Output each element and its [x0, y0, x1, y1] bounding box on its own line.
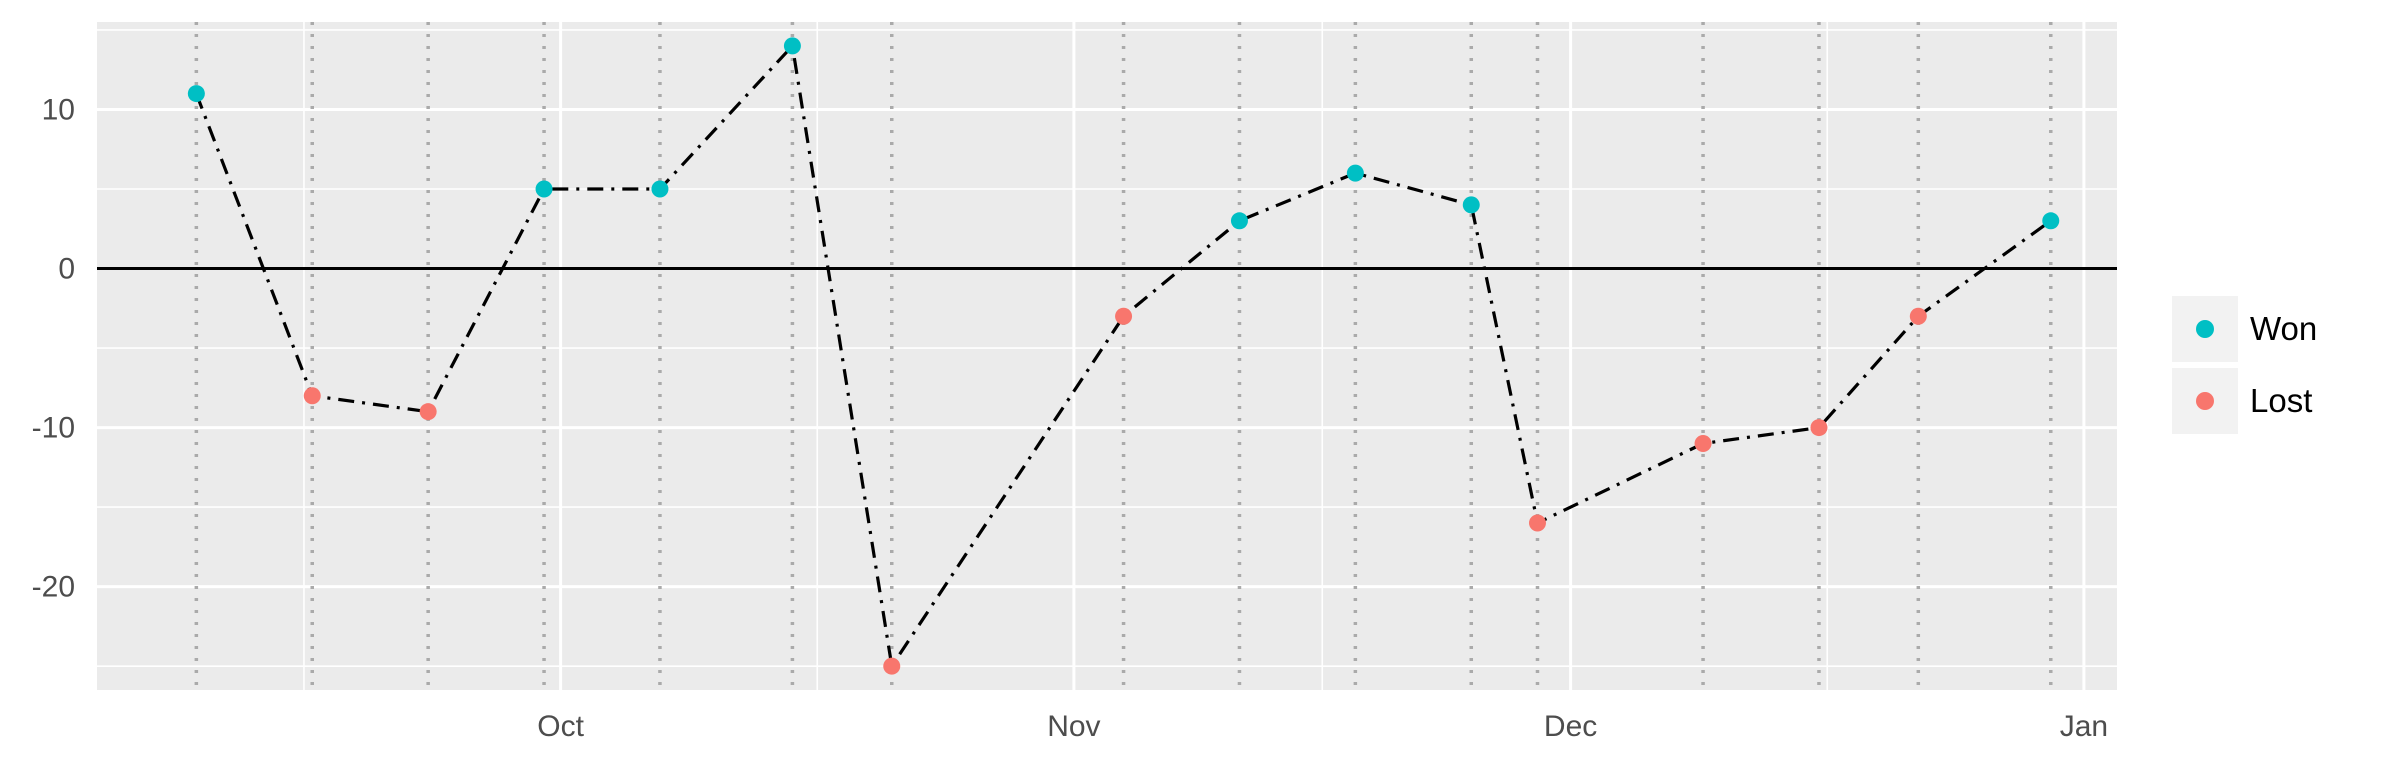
- y-tick-label: 0: [58, 253, 75, 286]
- legend: Won Lost: [2172, 296, 2317, 434]
- data-point-won: [783, 37, 801, 55]
- legend-marker-won: [2196, 320, 2214, 338]
- data-point-won: [1462, 196, 1480, 214]
- y-tick-label: -10: [32, 412, 75, 445]
- data-point-won: [2042, 212, 2060, 230]
- x-tick-label: Oct: [537, 710, 584, 743]
- x-axis-tick-labels: Oct Nov Dec Jan: [537, 710, 2108, 743]
- data-point-won: [187, 85, 205, 103]
- data-point-won: [1230, 212, 1248, 230]
- y-axis-tick-labels: 10 0 -10 -20: [32, 93, 75, 603]
- data-point-lost: [303, 387, 321, 405]
- legend-label-lost: Lost: [2250, 382, 2312, 419]
- data-point-lost: [1115, 307, 1133, 325]
- data-point-lost: [1694, 434, 1712, 452]
- data-point-won: [1346, 164, 1364, 182]
- x-tick-label: Dec: [1544, 710, 1597, 743]
- x-tick-label: Jan: [2060, 710, 2108, 743]
- data-point-lost: [883, 657, 901, 675]
- x-tick-label: Nov: [1047, 710, 1100, 743]
- data-point-lost: [1528, 514, 1546, 532]
- data-point-lost: [1810, 419, 1828, 437]
- legend-marker-lost: [2196, 392, 2214, 410]
- minor-gridlines: [97, 22, 2117, 690]
- y-tick-label: -20: [32, 571, 75, 604]
- series-line: [194, 42, 2052, 671]
- data-point-won: [535, 180, 553, 198]
- data-point-won: [651, 180, 669, 198]
- y-tick-label: 10: [42, 93, 75, 126]
- data-point-lost: [419, 403, 437, 421]
- data-points: [187, 37, 2060, 675]
- data-point-lost: [1909, 307, 1927, 325]
- legend-label-won: Won: [2250, 310, 2317, 347]
- plot-panel: [97, 22, 2117, 690]
